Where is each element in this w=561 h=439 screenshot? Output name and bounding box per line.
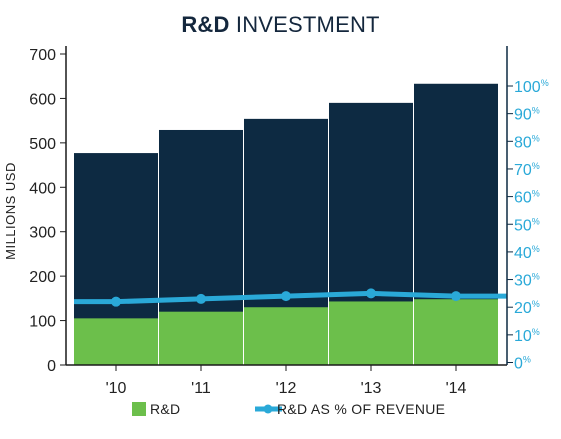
chart-title-rest: INVESTMENT: [229, 12, 380, 37]
bar-rd-3: [329, 301, 413, 365]
right-tick-label: 40%: [514, 244, 540, 262]
point-rd-pct-2: [281, 291, 291, 302]
point-rd-pct-4: [451, 291, 461, 302]
left-axis-ticks: 0 100 200 300 400 500 600 700: [29, 47, 66, 375]
x-tick-label: '14: [446, 380, 467, 397]
chart-title: R&D INVESTMENT: [0, 12, 561, 38]
left-tick-label: 700: [29, 47, 56, 64]
y-axis-label: MILLIONS USD: [3, 162, 18, 260]
right-tick-label: 70%: [514, 161, 540, 179]
point-rd-pct-0: [111, 296, 121, 307]
x-tick-label: '11: [191, 380, 211, 397]
left-tick-label: 500: [29, 136, 56, 153]
point-rd-pct-3: [366, 288, 376, 299]
x-tick-label: '13: [361, 380, 382, 397]
bar-rd-1: [159, 311, 243, 365]
right-tick-label: 60%: [514, 189, 540, 207]
legend-label-rd: R&D: [150, 401, 180, 417]
bar-rd-2: [244, 307, 328, 365]
left-tick-label: 200: [29, 269, 56, 286]
bar-rd-0: [74, 318, 158, 365]
bar-rd-4: [414, 299, 498, 365]
right-tick-label: 50%: [514, 216, 540, 234]
legend: R&D R&D AS % OF REVENUE: [132, 401, 445, 417]
point-rd-pct-1: [196, 293, 206, 304]
right-tick-label: 30%: [514, 272, 540, 290]
legend-label-rd-pct: R&D AS % OF REVENUE: [277, 401, 445, 417]
bars-group: [74, 83, 498, 365]
right-tick-label: 80%: [514, 133, 540, 151]
right-tick-label: 10%: [514, 327, 540, 345]
right-tick-label: 0%: [514, 355, 531, 373]
right-tick-label: 20%: [514, 299, 540, 317]
chart-title-bold: R&D: [181, 12, 230, 37]
line-group: [74, 288, 507, 307]
right-tick-label: 90%: [514, 106, 540, 124]
left-tick-label: 600: [29, 91, 56, 108]
left-tick-label: 300: [29, 225, 56, 242]
right-tick-label: 100%: [514, 78, 549, 96]
left-tick-label: 100: [29, 314, 56, 331]
left-tick-label: 0: [47, 358, 56, 375]
legend-swatch-dot: [263, 404, 273, 414]
legend-swatch-rd: [132, 402, 146, 416]
x-tick-label: '12: [276, 380, 297, 397]
x-tick-label: '10: [106, 380, 127, 397]
right-axis-ticks: 0% 10% 20% 30% 40% 50% 60% 70% 80% 90% 100%: [507, 78, 549, 373]
left-tick-label: 400: [29, 180, 56, 197]
x-axis-ticks: '10 '11 '12 '13 '14: [106, 365, 467, 397]
